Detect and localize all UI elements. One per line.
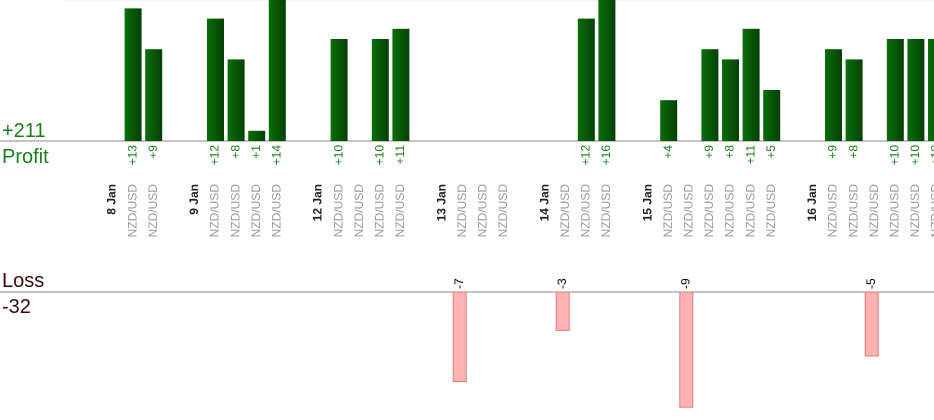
profit-bar-label: +9 bbox=[146, 145, 160, 159]
loss-bar[interactable] bbox=[864, 291, 879, 357]
loss-bar-label: -3 bbox=[555, 278, 569, 289]
pair-label: NZD/USD bbox=[228, 184, 242, 238]
loss-total: -32 bbox=[2, 296, 31, 318]
pair-label: NZD/USD bbox=[352, 184, 366, 238]
profit-bar[interactable] bbox=[660, 100, 678, 141]
pair-label: NZD/USD bbox=[393, 184, 407, 238]
pair-label: NZD/USD bbox=[702, 184, 716, 238]
profit-bar[interactable] bbox=[268, 0, 286, 141]
date-label: 12 Jan bbox=[311, 184, 325, 221]
pair-label: NZD/USD bbox=[764, 184, 778, 238]
pair-label: NZD/USD bbox=[929, 184, 934, 238]
pair-label: NZD/USD bbox=[908, 184, 922, 238]
profit-bar[interactable] bbox=[825, 49, 842, 142]
pair-label: NZD/USD bbox=[846, 184, 860, 238]
loss-bar-label: -5 bbox=[864, 278, 878, 289]
profit-bar-label: +4 bbox=[661, 145, 675, 159]
date-label: 8 Jan bbox=[105, 184, 119, 215]
profit-bar[interactable] bbox=[330, 39, 348, 141]
profit-bar-label: +12 bbox=[208, 145, 222, 166]
loss-bar-label: -9 bbox=[678, 278, 692, 289]
profit-bar-label: +9 bbox=[702, 145, 716, 159]
profit-bar-label: +1 bbox=[249, 145, 263, 159]
profit-bar[interactable] bbox=[371, 39, 389, 141]
profit-bar-label: +14 bbox=[269, 145, 283, 166]
pair-label: NZD/USD bbox=[826, 184, 840, 238]
loss-bar[interactable] bbox=[679, 291, 694, 408]
profit-bars bbox=[124, 0, 934, 142]
pair-label: NZD/USD bbox=[496, 184, 510, 238]
pair-label: NZD/USD bbox=[599, 184, 613, 238]
pair-label: NZD/USD bbox=[887, 184, 901, 238]
pair-label: NZD/USD bbox=[125, 184, 139, 238]
profit-bar[interactable] bbox=[598, 0, 616, 141]
pair-label: NZD/USD bbox=[867, 184, 881, 238]
profit-total: +211 bbox=[2, 120, 46, 142]
loss-title: Loss bbox=[2, 270, 45, 292]
pair-label: NZD/USD bbox=[146, 184, 160, 238]
pair-label: NZD/USD bbox=[269, 184, 283, 238]
profit-bar-label: +8 bbox=[228, 145, 242, 159]
profit-bar[interactable] bbox=[577, 18, 595, 142]
category-labels: 8 Jan NZD/USD NZD/USD 9 Jan NZD/USD NZD/USD NZ… bbox=[105, 184, 934, 238]
profit-bar[interactable] bbox=[907, 39, 925, 141]
profit-bar-label: +11 bbox=[743, 145, 757, 165]
profit-bar-label: +8 bbox=[723, 145, 737, 159]
profit-bar-label: +10 bbox=[908, 145, 922, 166]
profit-bar[interactable] bbox=[207, 18, 224, 142]
profit-bar-label: +10 bbox=[331, 145, 345, 166]
pair-label: NZD/USD bbox=[681, 184, 695, 238]
profit-bar-label: +10 bbox=[887, 145, 901, 166]
loss-labels: -7-3-9-5-8 bbox=[452, 278, 878, 289]
profit-bar[interactable] bbox=[248, 130, 266, 141]
loss-bar[interactable] bbox=[452, 291, 467, 383]
profit-bar-label: +11 bbox=[393, 145, 407, 165]
profit-bar-label: +13 bbox=[125, 145, 139, 166]
profit-title: Profit bbox=[2, 146, 49, 168]
profit-bar-label: +5 bbox=[764, 145, 778, 159]
pair-label: NZD/USD bbox=[723, 184, 737, 238]
pair-label: NZD/USD bbox=[208, 184, 222, 238]
pair-label: NZD/USD bbox=[475, 184, 489, 238]
date-label: 16 Jan bbox=[805, 184, 819, 221]
profit-bar-label: +10 bbox=[372, 145, 386, 166]
profit-bar[interactable] bbox=[845, 59, 863, 141]
date-label: 15 Jan bbox=[640, 184, 654, 221]
pair-label: NZD/USD bbox=[331, 184, 345, 238]
profit-bar-label: +12 bbox=[578, 145, 592, 166]
profit-bar[interactable] bbox=[145, 49, 163, 142]
profit-bar[interactable] bbox=[392, 28, 410, 141]
profit-bar[interactable] bbox=[886, 39, 904, 141]
pair-label: NZD/USD bbox=[661, 184, 675, 238]
loss-bar[interactable] bbox=[555, 291, 570, 331]
profit-bar[interactable] bbox=[742, 28, 760, 141]
pair-label: NZD/USD bbox=[455, 184, 469, 238]
pair-label: NZD/USD bbox=[558, 184, 572, 238]
pair-label: NZD/USD bbox=[249, 184, 263, 238]
profit-bar[interactable] bbox=[722, 59, 739, 141]
profit-bar-label: +10 bbox=[929, 145, 934, 166]
profit-bar[interactable] bbox=[701, 49, 719, 142]
profit-bar[interactable] bbox=[763, 90, 781, 141]
profit-bar[interactable] bbox=[227, 59, 245, 141]
profit-bar-label: +8 bbox=[846, 145, 860, 159]
pair-label: NZD/USD bbox=[372, 184, 386, 238]
date-label: 13 Jan bbox=[434, 184, 448, 221]
date-label: 9 Jan bbox=[187, 184, 201, 215]
profit-labels: +13 +9 +12 +8 +1 +14 +10 +10 +11 +12 +16 +4 +9 +8 +11 +… bbox=[125, 145, 934, 166]
loss-bars bbox=[452, 291, 879, 408]
pair-label: NZD/USD bbox=[578, 184, 592, 238]
profit-bar-label: +16 bbox=[599, 145, 613, 166]
profit-bar[interactable] bbox=[124, 8, 142, 142]
pair-label: NZD/USD bbox=[743, 184, 757, 238]
profit-bar[interactable] bbox=[928, 39, 934, 141]
loss-bar-label: -7 bbox=[452, 278, 466, 289]
profit-bar-label: +9 bbox=[826, 145, 840, 159]
date-label: 14 Jan bbox=[537, 184, 551, 221]
